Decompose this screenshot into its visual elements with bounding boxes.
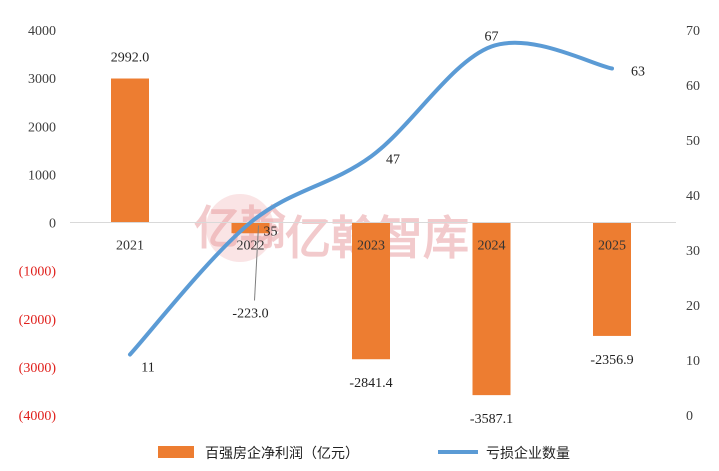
legend-bar-label: 百强房企净利润（亿元） xyxy=(205,445,359,462)
bar-data-label: 2992.0 xyxy=(111,51,150,66)
legend: 百强房企净利润（亿元） 亏损企业数量 xyxy=(158,445,570,462)
right-axis: 70 60 50 40 30 20 10 0 xyxy=(686,24,700,424)
left-tick-label: (4000) xyxy=(19,409,57,424)
left-tick-label: (2000) xyxy=(19,313,57,328)
left-tick-label: 2000 xyxy=(28,120,56,135)
bar-data-label: -2841.4 xyxy=(349,376,392,391)
legend-bar-swatch xyxy=(158,446,194,458)
bar-data-label: -3587.1 xyxy=(470,412,513,427)
line-series: 11 35 47 67 63 xyxy=(128,30,645,376)
left-axis: 4000 3000 2000 1000 0 (1000) (2000) (3000) (4000… xyxy=(19,24,57,424)
bar xyxy=(111,78,149,223)
right-tick-label: 20 xyxy=(686,299,700,314)
line-path xyxy=(128,40,614,357)
category-labels: 2021 2022 2023 2024 2025 xyxy=(116,239,626,254)
bar xyxy=(352,222,390,360)
bar xyxy=(472,222,511,396)
left-tick-label: 3000 xyxy=(28,72,56,87)
line-data-label: 63 xyxy=(631,65,645,80)
bar-data-label: -2356.9 xyxy=(590,353,633,368)
right-tick-label: 0 xyxy=(686,409,693,424)
line-data-label: 67 xyxy=(485,30,499,45)
left-tick-label: (3000) xyxy=(19,361,57,376)
bar xyxy=(593,222,631,336)
right-tick-label: 70 xyxy=(686,24,700,39)
category-label: 2025 xyxy=(598,239,626,254)
legend-line-label: 亏损企业数量 xyxy=(486,445,570,462)
right-tick-label: 60 xyxy=(686,79,700,94)
right-tick-label: 50 xyxy=(686,134,700,149)
left-tick-label: 4000 xyxy=(28,24,56,39)
left-tick-label: 0 xyxy=(49,217,56,232)
bar-data-label: -223.0 xyxy=(232,307,268,322)
right-tick-label: 40 xyxy=(686,189,700,204)
bar-data-labels: 2992.0 -223.0 -2841.4 -3587.1 -2356.9 xyxy=(111,51,634,428)
category-label: 2023 xyxy=(357,239,385,254)
line-data-label: 35 xyxy=(264,225,278,240)
label-leader-line xyxy=(254,225,259,301)
right-tick-label: 10 xyxy=(686,354,700,369)
category-label: 2022 xyxy=(237,239,265,254)
line-data-label: 11 xyxy=(141,361,154,376)
left-tick-label: (1000) xyxy=(19,265,57,280)
category-label: 2021 xyxy=(116,239,144,254)
right-tick-label: 30 xyxy=(686,244,700,259)
bar-series xyxy=(111,78,631,396)
left-tick-label: 1000 xyxy=(28,168,56,183)
bar xyxy=(231,222,270,234)
line-data-label: 47 xyxy=(386,153,400,168)
category-label: 2024 xyxy=(478,239,506,254)
